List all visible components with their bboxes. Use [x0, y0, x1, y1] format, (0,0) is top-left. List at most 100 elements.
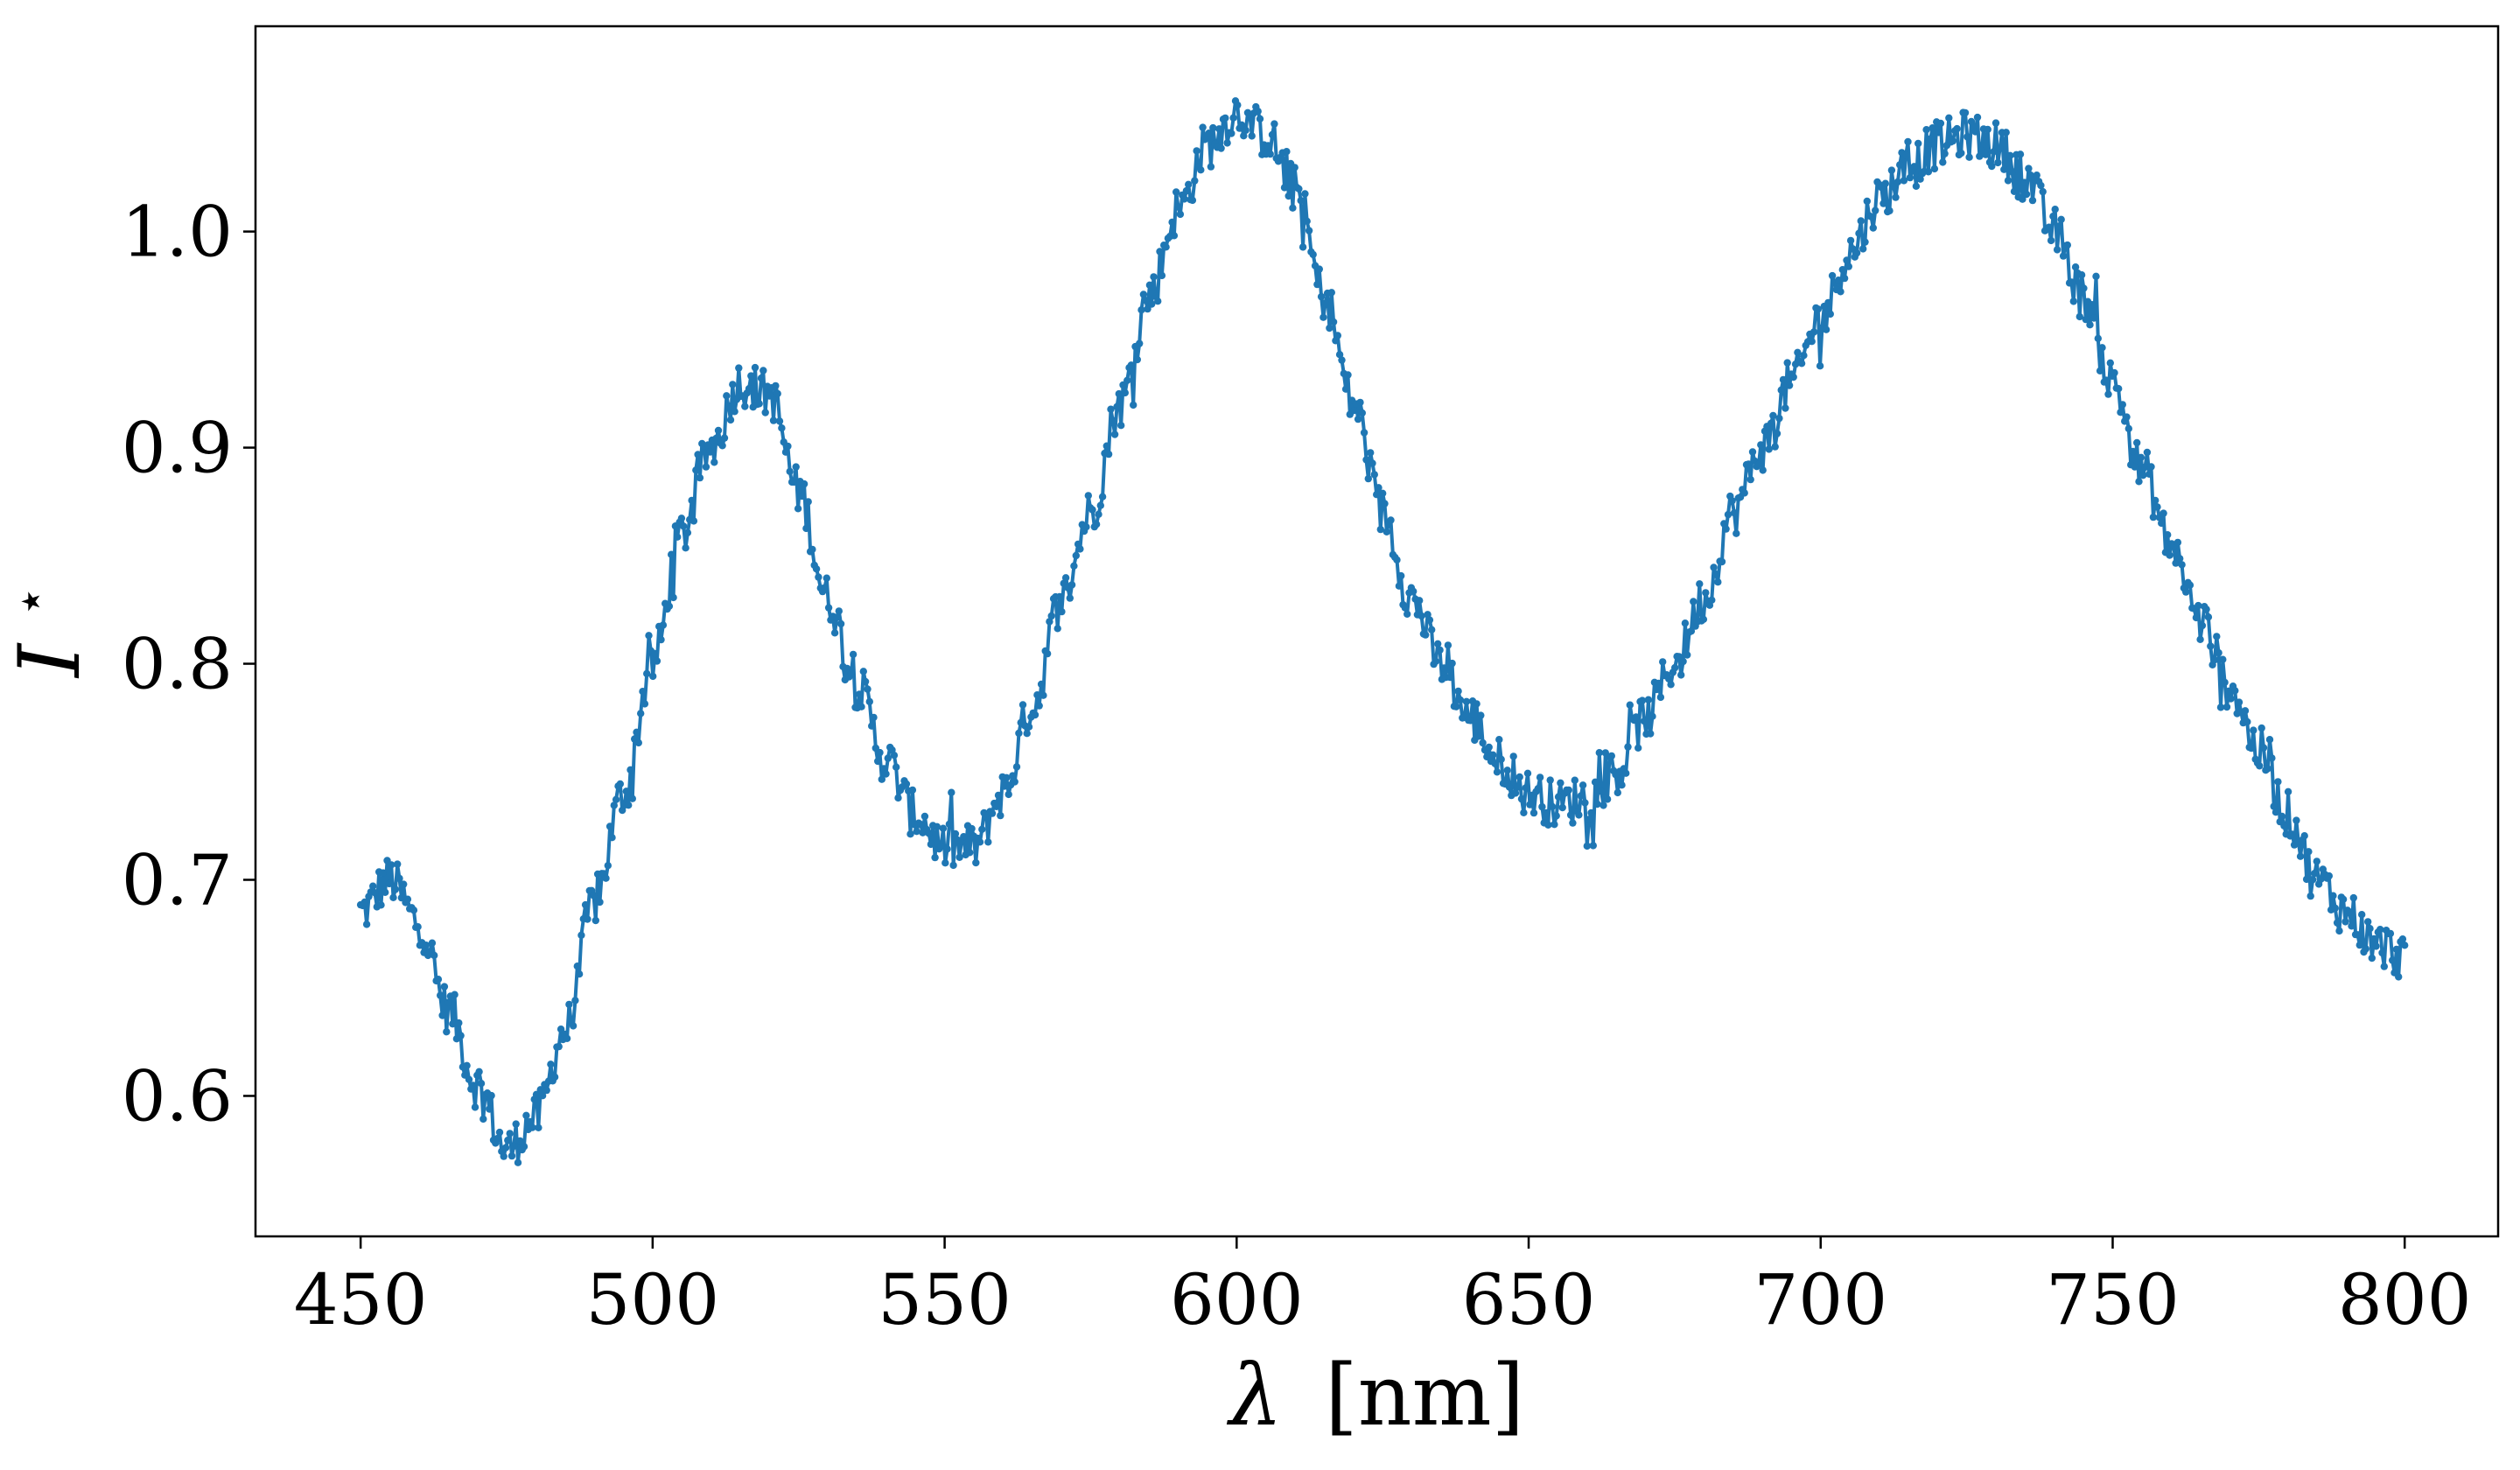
data-point	[1133, 355, 1142, 364]
data-point	[1935, 129, 1942, 136]
data-point	[1376, 525, 1385, 534]
data-point	[1869, 224, 1877, 232]
data-point	[1973, 113, 1982, 122]
data-point	[822, 574, 830, 582]
data-point	[1667, 681, 1675, 689]
data-point	[1350, 406, 1358, 415]
data-point	[590, 892, 598, 900]
data-point	[794, 505, 802, 513]
data-point	[1444, 641, 1452, 649]
plot-frame	[254, 24, 2500, 1238]
data-point	[1121, 388, 1130, 397]
data-point	[1892, 193, 1900, 201]
data-point	[2219, 655, 2227, 663]
data-point	[1659, 658, 1667, 666]
data-point	[1326, 324, 1334, 332]
data-point	[855, 690, 864, 698]
data-point	[2086, 321, 2094, 329]
data-point	[2342, 918, 2349, 926]
data-point	[2231, 687, 2239, 695]
data-point	[565, 1000, 573, 1009]
data-point	[1826, 310, 1834, 318]
data-point	[1648, 712, 1656, 720]
data-point	[2339, 895, 2348, 903]
data-point	[1910, 163, 1918, 171]
data-point	[622, 788, 630, 795]
data-point	[1575, 811, 1583, 819]
data-point	[1552, 812, 1560, 820]
data-point	[1517, 794, 1526, 803]
data-point	[2270, 802, 2278, 810]
data-point	[1714, 578, 1722, 586]
data-point	[1591, 778, 1600, 786]
data-point	[469, 1082, 477, 1089]
data-point	[2380, 962, 2388, 970]
data-point	[1209, 123, 1217, 132]
data-point	[1984, 125, 1992, 134]
data-point	[610, 802, 618, 809]
data-point	[948, 788, 956, 796]
data-point	[2049, 213, 2057, 220]
data-point	[1298, 243, 1307, 251]
data-point	[890, 752, 899, 760]
data-point	[495, 1128, 504, 1137]
x-axis-label-unit: [nm]	[1325, 1347, 1524, 1445]
data-point	[1145, 281, 1154, 289]
data-point	[757, 374, 766, 382]
data-point	[1000, 782, 1009, 790]
data-point	[1223, 139, 1231, 147]
data-point	[1699, 615, 1708, 623]
data-point	[1144, 304, 1152, 313]
data-point	[1362, 456, 1370, 464]
data-point	[2306, 892, 2314, 900]
data-point	[604, 862, 612, 870]
data-point	[1229, 114, 1237, 122]
data-point	[680, 522, 688, 530]
data-point	[1139, 290, 1148, 298]
data-point	[1702, 589, 1710, 597]
data-point	[2358, 911, 2366, 919]
data-point	[714, 426, 723, 435]
x-axis-label: λ [nm]	[1226, 1347, 1524, 1445]
data-point	[1303, 217, 1311, 225]
data-point	[2129, 447, 2137, 456]
series-layer	[356, 97, 2409, 1166]
data-point	[1138, 306, 1145, 314]
data-point	[1536, 774, 1544, 781]
data-point	[2302, 875, 2311, 884]
data-point	[1542, 808, 1550, 817]
data-point	[677, 514, 686, 522]
data-point	[804, 498, 812, 506]
data-point	[444, 998, 452, 1006]
data-point	[2401, 942, 2409, 949]
data-point	[1422, 631, 1430, 639]
data-point	[639, 688, 647, 696]
data-point	[1440, 664, 1448, 672]
data-point	[976, 838, 984, 846]
data-point	[694, 451, 702, 458]
data-point	[878, 775, 886, 783]
data-point	[437, 991, 444, 999]
data-point	[1354, 415, 1362, 424]
data-point	[1113, 402, 1121, 410]
data-point	[1317, 292, 1326, 301]
data-point	[1614, 788, 1622, 797]
data-point	[1740, 489, 1748, 497]
data-point	[2272, 808, 2280, 816]
data-point	[1992, 119, 2000, 127]
data-point	[455, 1018, 463, 1027]
data-point	[1031, 710, 1040, 719]
data-point	[847, 669, 855, 678]
data-point	[1110, 430, 1119, 438]
data-point	[966, 849, 974, 857]
data-point	[1896, 161, 1904, 169]
data-point	[2139, 472, 2147, 480]
data-point	[723, 392, 731, 400]
data-point	[778, 424, 786, 432]
data-point	[760, 367, 767, 374]
data-point	[451, 990, 458, 998]
data-point	[360, 898, 368, 906]
data-point	[1880, 200, 1887, 207]
data-point	[1708, 596, 1716, 604]
data-point	[2207, 642, 2215, 650]
